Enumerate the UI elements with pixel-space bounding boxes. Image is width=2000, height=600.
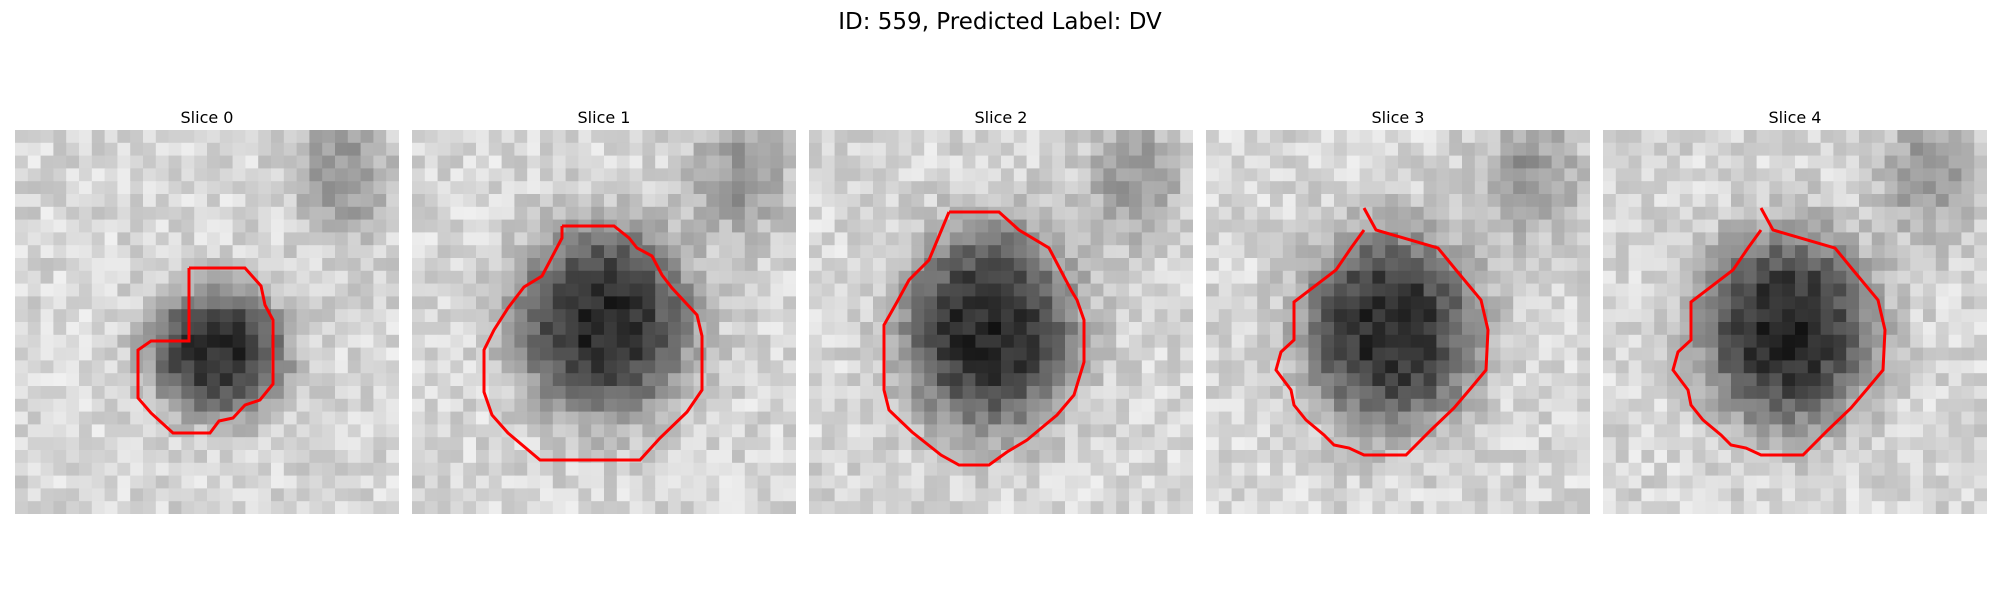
- slice-image-2: [809, 130, 1193, 514]
- slice-title-1: Slice 1: [577, 108, 631, 127]
- slice-title-2: Slice 2: [974, 108, 1028, 127]
- figure-title: ID: 559, Predicted Label: DV: [838, 9, 1162, 35]
- slice-image-0: [15, 130, 399, 514]
- slice-image-4: [1603, 130, 1987, 514]
- segmentation-contour-4: [1671, 207, 1887, 457]
- slice-pixels-4: [1603, 130, 1987, 514]
- segmentation-contour-0: [136, 266, 275, 435]
- slice-pixels-1: [412, 130, 796, 514]
- slice-pixels-2: [809, 130, 1193, 514]
- slice-pixels-0: [15, 130, 399, 514]
- slice-title-4: Slice 4: [1768, 108, 1822, 127]
- slice-panel-1: Slice 1: [412, 108, 796, 514]
- slice-pixels-3: [1206, 130, 1590, 514]
- slice-panel-4: Slice 4: [1603, 108, 1987, 514]
- segmentation-contour-2: [882, 210, 1086, 467]
- slice-panel-0: Slice 0: [15, 108, 399, 514]
- slice-title-0: Slice 0: [180, 108, 234, 127]
- segmentation-contour-3: [1274, 207, 1490, 457]
- slice-image-3: [1206, 130, 1590, 514]
- slice-image-1: [412, 130, 796, 514]
- slice-title-3: Slice 3: [1371, 108, 1425, 127]
- slice-panel-2: Slice 2: [809, 108, 1193, 514]
- segmentation-contour-1: [482, 224, 704, 462]
- slice-panel-3: Slice 3: [1206, 108, 1590, 514]
